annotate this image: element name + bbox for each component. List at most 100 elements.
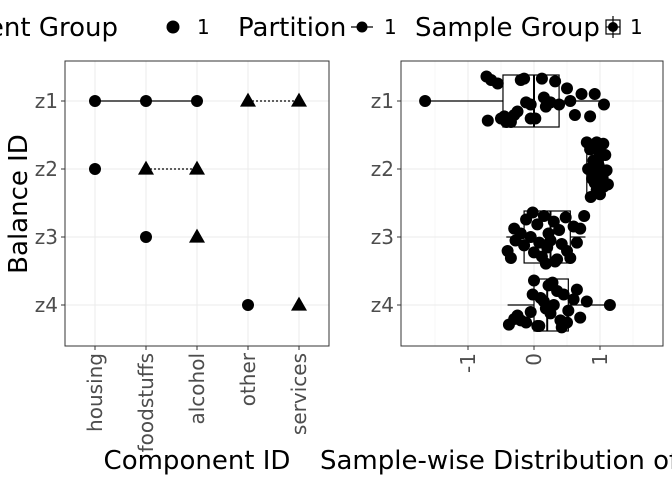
left-x-tick-label: alcohol [185,353,209,425]
sample-point [524,231,537,243]
point-triangle [291,92,307,107]
sample-point [518,72,531,85]
right-points [419,70,616,334]
sample-point [537,91,550,104]
point-circle [140,231,152,243]
point-circle [191,95,203,107]
sample-point [578,210,591,222]
sample-point [574,222,587,235]
left-x-axis-title: Component ID [104,446,291,476]
sample-point [570,236,583,249]
left-x-tick-label: housing [83,353,107,432]
sample-point [549,75,562,88]
sample-point [526,206,539,219]
sample-point [549,255,562,268]
sample-point [597,98,610,111]
sample-point [511,105,524,118]
sample-point [574,311,587,324]
sample-point [575,88,588,100]
point-triangle [189,228,205,243]
sample-point [526,288,539,301]
sample-point [528,274,540,287]
right-y-tick-label: z3 [371,225,394,249]
sample-point [564,252,577,264]
legend-key-sample-group [605,16,621,38]
sample-point [594,188,606,201]
sample-point [481,114,494,127]
sample-point [593,142,606,154]
legend: Component Group 1 Partition 1 Sample Gro… [0,13,643,43]
sample-point [584,143,597,156]
point-circle [89,95,101,107]
right-panel: z1 z2 z3 z4 -1 0 1 Sample-wise Distribution o… [320,60,672,476]
point-triangle [240,92,256,107]
sample-point [592,152,605,165]
sample-point [555,321,568,334]
point-triangle [291,296,307,311]
sample-point [584,110,597,123]
sample-point [504,252,517,264]
sample-point [524,112,537,125]
left-y-tick-label: z4 [35,293,58,317]
legend-label-sample-group: 1 [630,15,643,39]
right-panel-border [400,60,664,347]
left-x-tick-label: services [287,353,311,435]
sample-point [546,276,559,289]
right-y-tick-label: z2 [371,157,394,181]
sample-point [588,88,601,100]
right-y-tick-labels: z1 z2 z3 z4 [371,89,401,317]
point-triangle [189,160,205,175]
sample-point [524,98,537,111]
legend-label-component-group: 1 [197,15,210,39]
point-circle [89,163,101,175]
left-x-tick-label: foodstuffs [134,353,158,452]
legend-title-partition: Partition [238,13,346,43]
left-y-tick-label: z2 [35,157,58,181]
sample-point [547,299,560,311]
sample-point [537,210,550,222]
sample-point [514,227,527,240]
sample-point [520,316,533,329]
sample-point [553,98,566,111]
sample-point [584,191,597,203]
right-x-tick-label: -1 [456,353,480,373]
sample-point [539,257,552,270]
sample-point [533,320,546,332]
sample-point [518,239,531,252]
sample-point [568,109,581,121]
sample-point [495,112,507,125]
left-x-tick-labels: housing foodstuffs alcohol other services [83,346,311,452]
left-y-tick-label: z1 [35,89,58,113]
legend-title-sample-group: Sample Group [415,13,600,43]
sample-point [559,211,572,224]
left-y-tick-labels: z1 z2 z3 z4 [35,89,65,317]
left-y-axis-title: Balance ID [4,134,34,274]
sample-point [567,293,580,306]
left-points [89,92,307,311]
sample-point [535,72,548,85]
sample-point [603,299,616,311]
left-panel: z1 z2 z3 z4 housing foodstuffs alcohol other se… [4,60,330,476]
point-triangle [138,160,154,175]
right-y-tick-label: z1 [371,89,394,113]
point-circle [140,95,152,107]
sample-point [582,163,595,175]
legend-key-partition [356,21,368,33]
point-circle [242,299,254,311]
left-x-tick-label: other [236,352,260,406]
sample-point [601,178,614,191]
sample-point [524,306,537,318]
legend-key-component-group [166,20,180,34]
sample-point [557,288,570,301]
sample-point [564,95,577,107]
sample-point [419,95,432,107]
sample-point [580,295,593,308]
sample-point [544,234,557,247]
right-x-axis-title: Sample-wise Distribution of Ba [320,446,672,476]
left-y-tick-label: z3 [35,225,58,249]
sample-point [531,218,544,231]
legend-title-component-group: Component Group [0,13,118,43]
sample-point [553,224,566,236]
right-x-tick-label: 1 [588,353,612,366]
